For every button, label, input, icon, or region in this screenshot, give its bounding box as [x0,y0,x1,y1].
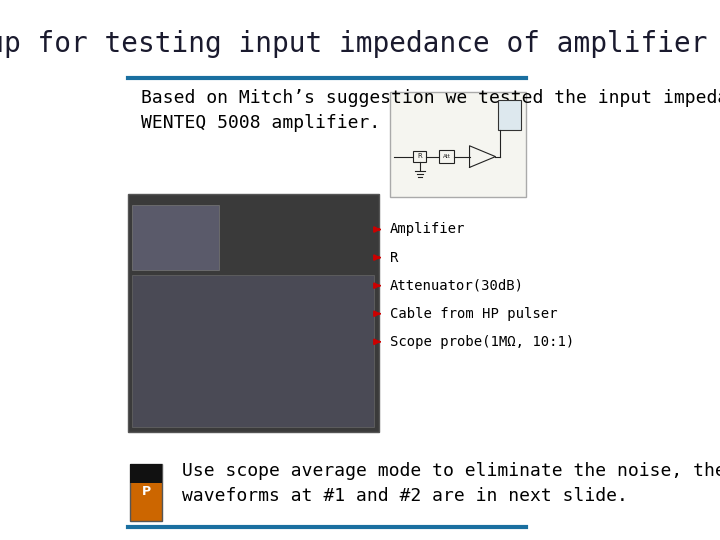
FancyBboxPatch shape [130,464,163,483]
Text: Use scope average mode to eliminate the noise, the measured
waveforms at #1 and : Use scope average mode to eliminate the … [182,462,720,505]
Text: Amplifier: Amplifier [390,222,465,237]
Text: Setup for testing input impedance of amplifier: Setup for testing input impedance of amp… [0,30,708,58]
Text: Attenuator(30dB): Attenuator(30dB) [390,279,523,293]
FancyBboxPatch shape [390,92,526,197]
FancyBboxPatch shape [439,150,454,163]
FancyBboxPatch shape [132,275,374,427]
Text: Cable from HP pulser: Cable from HP pulser [390,307,557,321]
Text: Based on Mitch’s suggestion we tested the input impedance of
WENTEQ 5008 amplifi: Based on Mitch’s suggestion we tested th… [141,89,720,132]
FancyBboxPatch shape [498,100,521,130]
FancyBboxPatch shape [128,194,379,432]
Text: R: R [390,251,398,265]
Text: R: R [418,153,422,159]
Text: Att: Att [443,153,451,159]
Text: Scope probe(1MΩ, 10:1): Scope probe(1MΩ, 10:1) [390,335,574,349]
FancyBboxPatch shape [132,205,219,270]
FancyBboxPatch shape [413,151,426,162]
FancyBboxPatch shape [130,464,163,521]
Text: P: P [142,485,150,498]
